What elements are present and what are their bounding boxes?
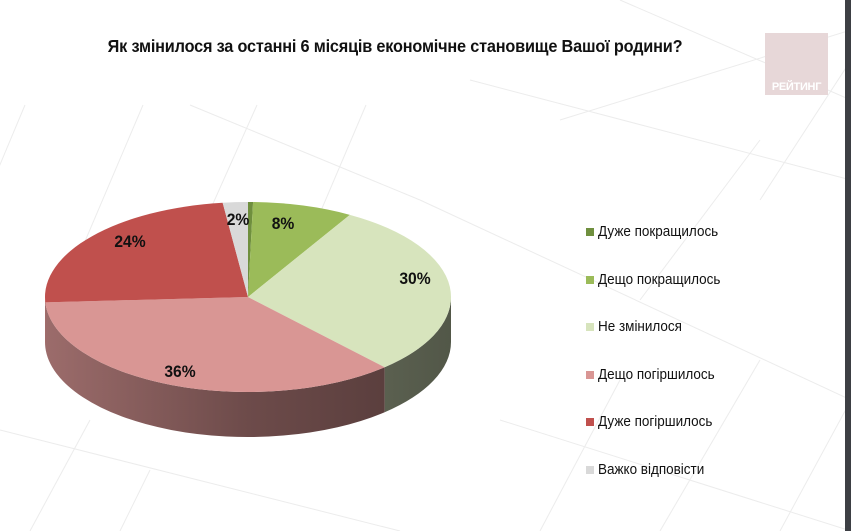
legend-item[interactable]: Не змінилося <box>586 319 688 335</box>
pie-side-3 <box>45 302 385 437</box>
pie-data-label: 36% <box>164 362 196 381</box>
pie-data-label: 2% <box>226 210 250 229</box>
legend-label: Дуже покращилось <box>598 224 719 240</box>
chart-title: Як змінилося за останні 6 місяців економ… <box>107 36 683 56</box>
pie-side-walls <box>45 297 451 437</box>
pie-slice[interactable] <box>248 202 254 297</box>
pie-data-label: 24% <box>114 232 146 251</box>
pie-data-label: 30% <box>399 269 431 288</box>
legend-swatch-icon <box>586 228 594 236</box>
legend-item[interactable]: Важко відповісти <box>586 462 712 478</box>
pie-slice[interactable] <box>222 202 248 297</box>
legend-label: Не змінилося <box>598 319 682 336</box>
legend-label: Дещо покращилось <box>598 271 721 288</box>
pie-slice[interactable] <box>45 297 385 392</box>
pie-slice[interactable] <box>44 202 248 303</box>
pie-slice[interactable] <box>248 202 350 297</box>
legend-item[interactable]: Дещо покращилось <box>586 272 730 288</box>
pie-slice[interactable] <box>248 214 452 368</box>
logo-text: РЕЙТИНГ <box>771 81 822 93</box>
legend-swatch-icon <box>586 466 594 474</box>
rating-logo: РЕЙТИНГ <box>765 33 828 95</box>
pie-side-2 <box>384 297 451 413</box>
pie-data-label: 8% <box>271 214 295 233</box>
legend-item[interactable]: Дуже покращилось <box>586 224 727 240</box>
legend-item[interactable]: Дуже погіршилось <box>586 414 721 430</box>
legend-swatch-icon <box>586 418 594 427</box>
pie-top-faces <box>44 202 452 392</box>
legend-item[interactable]: Дещо погіршилось <box>586 367 723 383</box>
legend-swatch-icon <box>586 275 594 284</box>
legend-label: Важко відповісти <box>598 462 705 478</box>
window-edge <box>845 0 851 531</box>
legend-label: Дещо погіршилось <box>598 366 715 383</box>
legend-label: Дуже погіршилось <box>598 414 713 431</box>
legend-swatch-icon <box>586 370 594 379</box>
legend-swatch-icon <box>586 323 594 332</box>
